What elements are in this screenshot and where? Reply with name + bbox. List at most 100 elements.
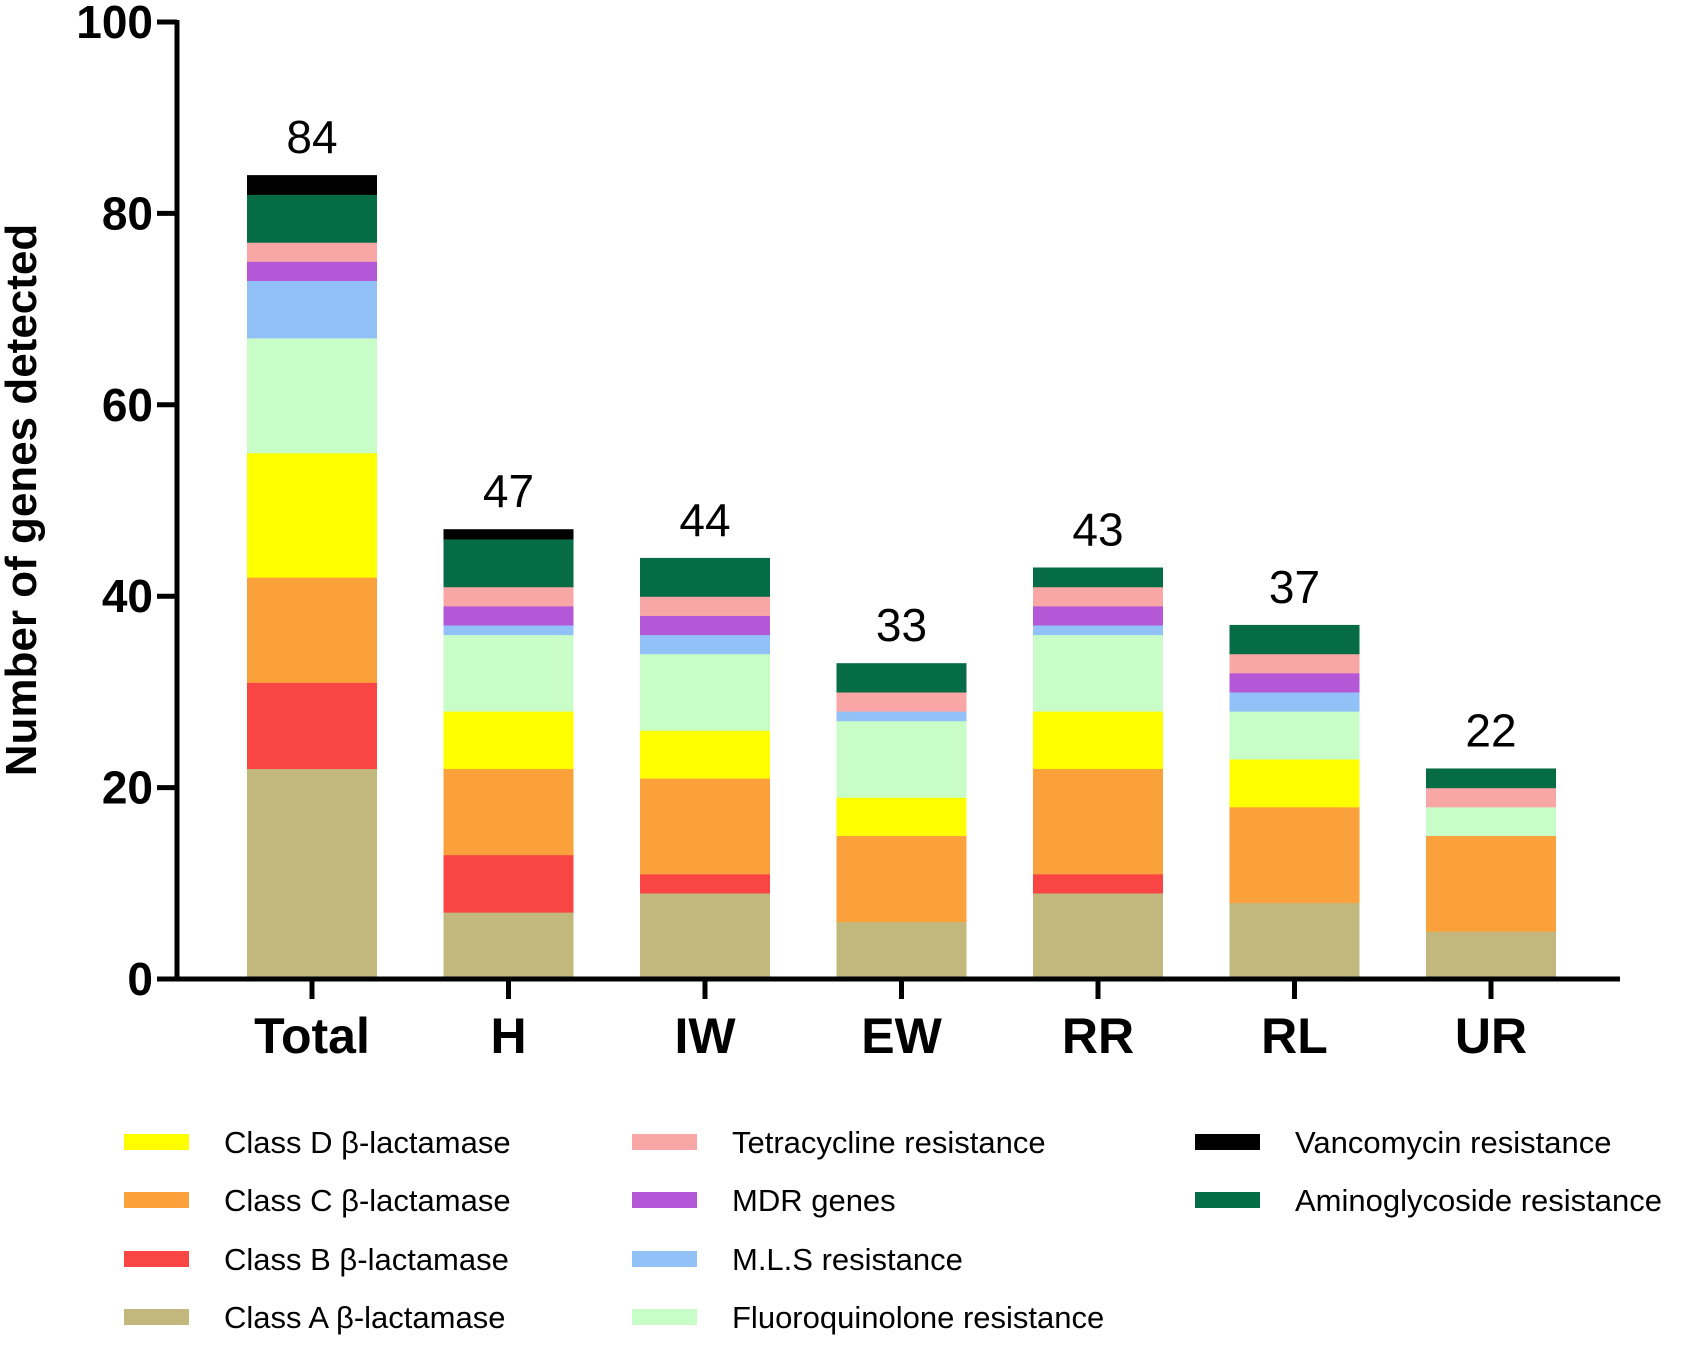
legend-swatch-tetracycline-resistance <box>632 1134 697 1150</box>
legend-swatch-m-l-s-resistance <box>632 1251 697 1267</box>
bar-segment-h-aminoglycoside-resistance <box>443 538 574 588</box>
bar-segment-rl-aminoglycoside-resistance <box>1229 624 1360 655</box>
bar-segment-iw-fluoroquinolone-resistance <box>640 653 770 731</box>
bar-segment-rl-m-l-s-resistance <box>1229 691 1360 712</box>
bar-segment-total-class-c-beta-lactamase <box>247 577 377 683</box>
bar-segment-rl-fluoroquinolone-resistance <box>1229 711 1360 760</box>
bar-segment-rl-class-a-beta-lactamase <box>1229 902 1360 980</box>
bar-segment-ew-class-d-beta-lactamase <box>836 797 967 837</box>
legend-swatch-mdr-genes <box>632 1192 697 1208</box>
bar-total-label-h: 47 <box>483 465 534 517</box>
bar-segment-iw-class-b-beta-lactamase <box>640 873 770 894</box>
legend-item-m-l-s-resistance: M.L.S resistance <box>632 1242 963 1277</box>
bar-segment-iw-tetracycline-resistance <box>640 596 770 616</box>
bar-segment-rr-fluoroquinolone-resistance <box>1033 634 1163 712</box>
legend-item-mdr-genes: MDR genes <box>632 1183 896 1218</box>
legend-item-tetracycline-resistance: Tetracycline resistance <box>632 1125 1046 1160</box>
y-tick-label-40: 40 <box>102 570 153 622</box>
bar-segment-rl-mdr-genes <box>1229 672 1360 693</box>
bar-segment-h-class-d-beta-lactamase <box>443 711 574 770</box>
bar-segment-ur-fluoroquinolone-resistance <box>1426 806 1556 837</box>
bar-segment-total-tetracycline-resistance <box>247 242 377 262</box>
bar-total-label-rr: 43 <box>1072 503 1123 555</box>
bar-segment-ur-tetracycline-resistance <box>1426 787 1556 808</box>
bar-segment-iw-aminoglycoside-resistance <box>640 557 770 597</box>
bar-segment-iw-class-a-beta-lactamase <box>640 892 770 980</box>
bar-segment-ew-aminoglycoside-resistance <box>836 663 967 693</box>
legend-label-class-a-beta-lactamase: Class A β-lactamase <box>224 1300 505 1335</box>
legend-swatch-class-b-beta-lactamase <box>124 1251 189 1267</box>
bar-segment-ur-class-a-beta-lactamase <box>1426 931 1556 980</box>
bar-segment-rr-m-l-s-resistance <box>1033 624 1163 636</box>
legend-label-vancomycin-resistance: Vancomycin resistance <box>1295 1125 1611 1160</box>
bar-segment-h-m-l-s-resistance <box>443 624 574 636</box>
bar-total-label-ur: 22 <box>1465 704 1516 756</box>
bars-group <box>247 175 1556 980</box>
bar-segment-h-class-a-beta-lactamase <box>443 912 574 980</box>
bar-segment-iw-mdr-genes <box>640 615 770 636</box>
bar-segment-total-class-d-beta-lactamase <box>247 452 377 578</box>
y-tick-label-0: 0 <box>127 953 153 1005</box>
bar-segment-iw-class-c-beta-lactamase <box>640 778 770 875</box>
axes-group: 0 20 40 60 80 100 Total H IW EW RR RL UR Number of ge… <box>0 0 1620 1064</box>
bar-segment-h-class-c-beta-lactamase <box>443 768 574 856</box>
legend-label-class-d-beta-lactamase: Class D β-lactamase <box>224 1125 511 1160</box>
bar-segment-h-class-b-beta-lactamase <box>443 854 574 913</box>
bar-segment-iw-m-l-s-resistance <box>640 634 770 655</box>
x-tick-label-rl: RL <box>1261 1008 1328 1064</box>
bar-segment-iw-class-d-beta-lactamase <box>640 730 770 779</box>
x-tick-label-total: Total <box>254 1008 370 1064</box>
legend-swatch-fluoroquinolone-resistance <box>632 1309 697 1325</box>
x-tick-label-h: H <box>490 1008 526 1064</box>
legend-label-tetracycline-resistance: Tetracycline resistance <box>732 1125 1046 1160</box>
legend-item-aminoglycoside-resistance: Aminoglycoside resistance <box>1195 1183 1662 1218</box>
legend: Class D β-lactamase Class C β-lactamase Cl… <box>124 1125 1662 1335</box>
x-tick-label-rr: RR <box>1062 1008 1134 1064</box>
legend-item-fluoroquinolone-resistance: Fluoroquinolone resistance <box>632 1300 1104 1335</box>
bar-segment-ur-class-c-beta-lactamase <box>1426 835 1556 932</box>
legend-label-m-l-s-resistance: M.L.S resistance <box>732 1242 963 1277</box>
bar-segment-rl-tetracycline-resistance <box>1229 653 1360 674</box>
bar-total-label-rl: 37 <box>1269 561 1320 613</box>
bar-segment-rr-class-a-beta-lactamase <box>1033 892 1163 980</box>
bar-segment-h-mdr-genes <box>443 605 574 626</box>
x-tick-label-ew: EW <box>861 1008 942 1064</box>
x-tick-label-ur: UR <box>1455 1008 1527 1064</box>
bar-segment-rr-aminoglycoside-resistance <box>1033 567 1163 588</box>
legend-item-vancomycin-resistance: Vancomycin resistance <box>1195 1125 1611 1160</box>
y-axis-title: Number of genes detected <box>0 224 46 777</box>
legend-swatch-vancomycin-resistance <box>1195 1134 1260 1150</box>
bar-total-labels: 84 47 44 33 43 37 22 <box>286 111 1516 756</box>
bar-segment-total-vancomycin-resistance <box>247 175 377 195</box>
bar-segment-rl-class-d-beta-lactamase <box>1229 758 1360 808</box>
bar-segment-rr-class-c-beta-lactamase <box>1033 768 1163 875</box>
bar-segment-rr-class-b-beta-lactamase <box>1033 873 1163 894</box>
bar-segment-total-mdr-genes <box>247 261 377 281</box>
bar-total-label-ew: 33 <box>876 599 927 651</box>
bar-segment-ur-aminoglycoside-resistance <box>1426 768 1556 789</box>
legend-item-class-a-beta-lactamase: Class A β-lactamase <box>124 1300 505 1335</box>
y-tick-label-80: 80 <box>102 187 153 239</box>
bar-segment-h-fluoroquinolone-resistance <box>443 634 574 712</box>
bar-segment-ew-class-c-beta-lactamase <box>836 835 967 923</box>
bar-segment-total-m-l-s-resistance <box>247 280 377 339</box>
legend-label-class-b-beta-lactamase: Class B β-lactamase <box>224 1242 509 1277</box>
legend-label-aminoglycoside-resistance: Aminoglycoside resistance <box>1295 1183 1662 1218</box>
bar-segment-total-class-a-beta-lactamase <box>247 768 377 980</box>
bar-segment-total-aminoglycoside-resistance <box>247 194 377 243</box>
bar-segment-ew-class-a-beta-lactamase <box>836 921 967 980</box>
legend-swatch-aminoglycoside-resistance <box>1195 1192 1260 1208</box>
legend-label-class-c-beta-lactamase: Class C β-lactamase <box>224 1183 511 1218</box>
bar-segment-ew-tetracycline-resistance <box>836 691 967 712</box>
legend-swatch-class-d-beta-lactamase <box>124 1134 189 1150</box>
legend-label-mdr-genes: MDR genes <box>732 1183 896 1218</box>
legend-item-class-d-beta-lactamase: Class D β-lactamase <box>124 1125 511 1160</box>
legend-item-class-c-beta-lactamase: Class C β-lactamase <box>124 1183 511 1218</box>
bar-segment-ew-m-l-s-resistance <box>836 711 967 722</box>
y-tick-label-60: 60 <box>102 379 153 431</box>
bar-segment-ew-fluoroquinolone-resistance <box>836 720 967 798</box>
bar-segment-total-class-b-beta-lactamase <box>247 682 377 770</box>
bar-total-label-total: 84 <box>286 111 337 163</box>
bar-segment-rl-class-c-beta-lactamase <box>1229 806 1360 904</box>
